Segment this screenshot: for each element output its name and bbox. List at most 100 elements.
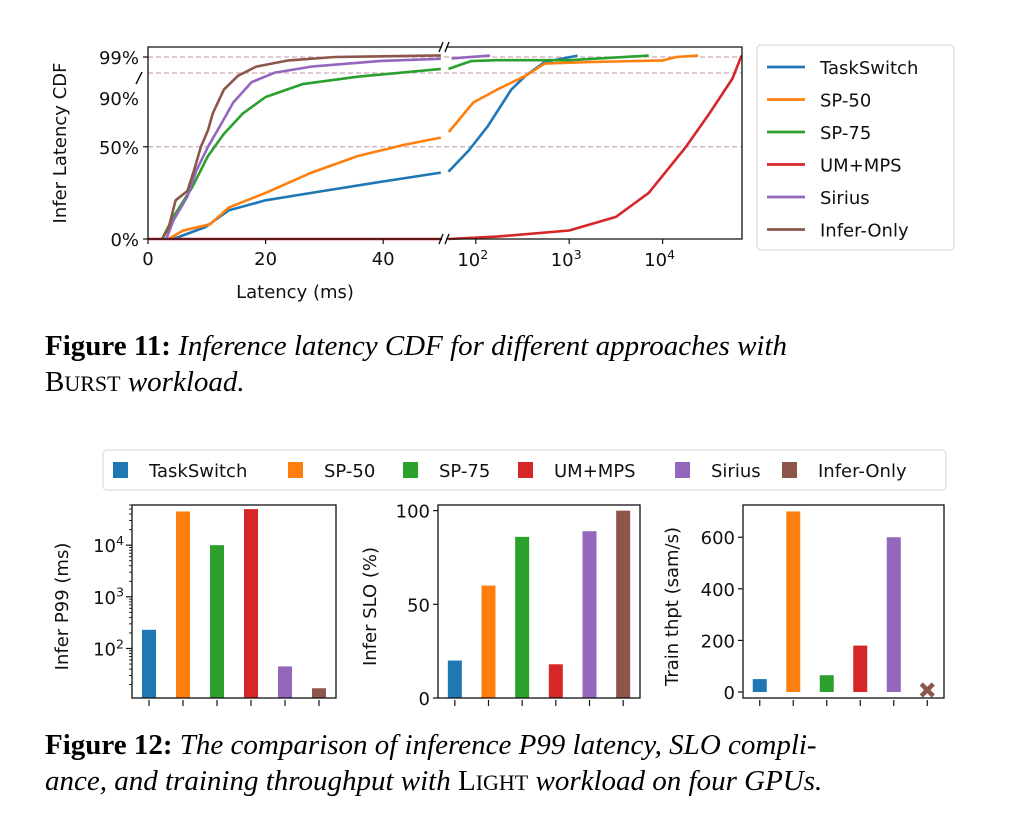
y-tick-label: 0 (724, 683, 735, 704)
series-line-sirius (451, 54, 491, 60)
y-tick-label-exponent: 3 (116, 585, 124, 600)
legend-label: Infer-Only (820, 221, 909, 242)
y-tick-label: 102 (93, 636, 124, 660)
y-tick-label: 400 (701, 580, 735, 601)
bar-um-mps (244, 509, 258, 698)
axes-frame (437, 504, 641, 699)
bar-sp-50 (176, 511, 190, 698)
y-tick-label: 0% (110, 230, 139, 251)
bar-sp-50 (481, 585, 496, 698)
x-tick-label: 103 (551, 247, 582, 271)
bar-taskswitch (142, 629, 156, 698)
caption-smallcaps: IGHT (475, 770, 529, 795)
legend-swatch (675, 462, 690, 478)
y-tick-label: 50 (407, 595, 430, 616)
y-tick-label: 200 (701, 631, 735, 652)
bar-um-mps (853, 645, 868, 692)
legend-item: TaskSwitch (113, 461, 247, 482)
caption-text: Inference latency CDF for different appr… (170, 330, 788, 362)
caption-label: Figure 11: (45, 330, 171, 362)
legend-swatch (113, 462, 128, 478)
legend-label: TaskSwitch (819, 58, 918, 79)
caption-text: The comparison of inference P99 latency,… (172, 729, 817, 761)
legend-item: SP-75 (403, 461, 490, 482)
y-tick-label-exponent: 2 (116, 636, 124, 651)
bar-infer-only (616, 510, 631, 698)
x-tick-label-exponent: 2 (480, 247, 488, 262)
legend-swatch (288, 462, 303, 478)
x-tick-label-exponent: 4 (667, 247, 675, 262)
y-axis-label: Infer Latency CDF (50, 63, 71, 224)
axis-break-mark (438, 41, 444, 53)
y-tick-label: 104 (93, 533, 124, 557)
axes-frame (131, 504, 337, 699)
caption-smallcaps: B (45, 366, 65, 398)
axes-frame (742, 504, 945, 699)
caption-smallcaps: URST (64, 371, 121, 396)
series-line-sirius (164, 57, 441, 240)
y-tick-label: 103 (93, 585, 124, 609)
y-axis-label: Infer SLO (%) (360, 547, 381, 666)
x-tick-label: 104 (644, 247, 675, 271)
bar-panel-1: Infer P99 (ms) (52, 504, 337, 706)
legend-label: SP-75 (820, 123, 871, 144)
series-line-um-mps (448, 55, 742, 241)
caption-smallcaps: L (457, 765, 476, 797)
y-axis-label: Train thpt (sam/s) (662, 527, 683, 687)
caption-text: workload on four GPUs. (528, 765, 823, 797)
bar-sp-75 (210, 545, 224, 698)
y-axis-break-mark (135, 71, 143, 85)
series-line-sp-50 (447, 54, 699, 133)
legend-label: Sirius (820, 188, 870, 209)
x-tick-label-base: 10 (457, 250, 480, 271)
legend-item: Infer-Only (767, 221, 909, 242)
x-tick-label-base: 10 (644, 250, 667, 271)
x-tick-label: 102 (457, 247, 488, 271)
series-line-taskswitch (447, 54, 578, 173)
bar-panel-3: 0 200 400 600 Train thpt (sam/s) (662, 504, 945, 706)
y-tick-label-base: 10 (93, 536, 116, 557)
figure-11-caption: Figure 11: Inference latency CDF for dif… (45, 328, 787, 402)
x-tick-label-base: 10 (551, 250, 574, 271)
series-line-taskswitch (172, 171, 441, 241)
legend-label: Infer-Only (818, 461, 907, 482)
y-tick-label: 0 (419, 689, 430, 710)
legend-label: UM+MPS (554, 461, 636, 482)
y-axis-label: Infer P99 (ms) (52, 543, 73, 671)
legend-swatch (403, 462, 418, 478)
legend-box (756, 44, 955, 251)
legend-swatch (782, 462, 797, 478)
axes-frame (147, 46, 743, 240)
legend-item: TaskSwitch (767, 58, 918, 79)
legend-label: TaskSwitch (148, 461, 247, 482)
legend-label: UM+MPS (820, 156, 902, 177)
y-tick-label-base: 10 (93, 588, 116, 609)
y-tick-label-base: 10 (93, 639, 116, 660)
caption-label: Figure 12: (45, 729, 173, 761)
legend-item: Sirius (767, 188, 870, 209)
axis-break-mark (444, 41, 450, 53)
caption-text: ance, and training throughput with (45, 765, 458, 797)
bar-taskswitch (447, 660, 462, 698)
legend-label: SP-75 (439, 461, 490, 482)
legend-label: SP-50 (324, 461, 375, 482)
bar-panel-2: 0 50 100 Infer SLO (%) (360, 502, 641, 710)
series-line-sp-75 (448, 54, 649, 71)
bar-sp-50 (786, 511, 801, 692)
x-tick-label-exponent: 3 (574, 247, 582, 262)
figure-12-caption: Figure 12: The comparison of inference P… (45, 727, 822, 801)
bar-sirius (278, 666, 292, 698)
legend-item: SP-50 (767, 91, 871, 112)
bar-sirius (582, 531, 597, 698)
axis-break-mark (444, 233, 450, 245)
bar-infer-only (312, 688, 326, 698)
series-line-sp-50 (167, 136, 442, 241)
legend: TaskSwitch SP-50 SP-75 UM+MPS Sirius Infer-On… (102, 449, 947, 491)
y-tick-label: 99% (99, 48, 139, 69)
legend-item: SP-50 (288, 461, 375, 482)
legend-item: UM+MPS (767, 156, 902, 177)
x-marker-icon (919, 682, 935, 698)
x-axis-label: Latency (ms) (236, 282, 354, 303)
legend-swatch (518, 462, 533, 478)
